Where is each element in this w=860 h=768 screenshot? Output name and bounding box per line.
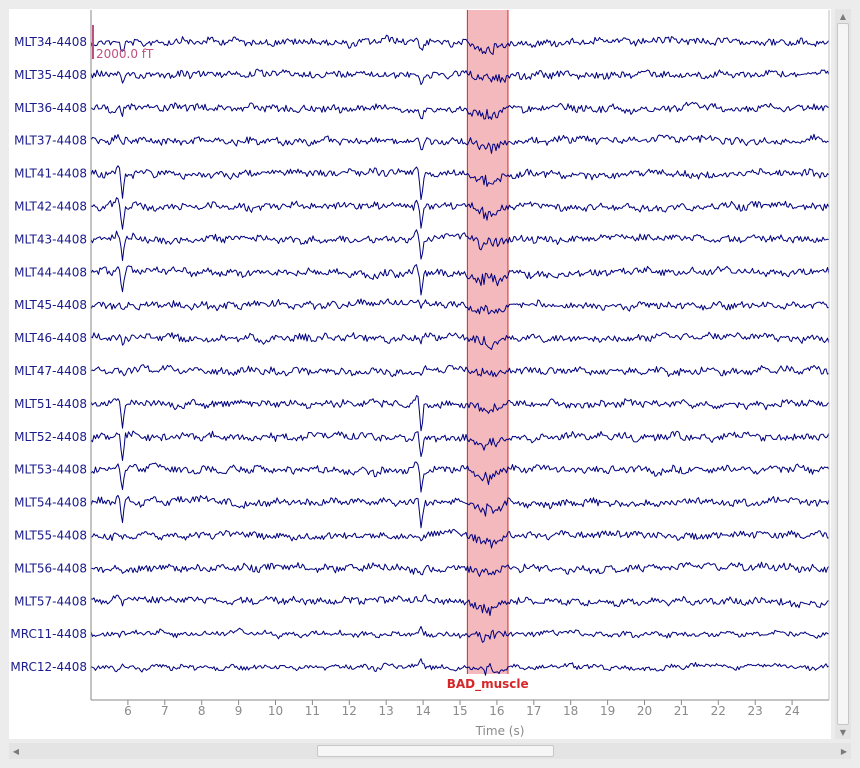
channel-label[interactable]: MLT52-4408 [14,430,87,444]
channel-label[interactable]: MLT44-4408 [14,265,87,279]
channel-label[interactable]: MLT53-4408 [14,463,87,477]
x-tick-label: 6 [124,704,132,718]
x-tick-label: 10 [268,704,283,718]
channel-label[interactable]: MLT41-4408 [14,167,87,181]
arrow-right-icon[interactable]: ▶ [840,746,848,756]
arrow-left-icon[interactable]: ◀ [12,746,20,756]
x-tick-label: 21 [674,704,689,718]
channel-label[interactable]: MLT54-4408 [14,496,87,510]
channel-trace[interactable] [90,561,830,577]
vertical-scroll-thumb[interactable] [837,23,849,725]
channel-label[interactable]: MLT43-4408 [14,232,87,246]
x-tick-label: 14 [415,704,430,718]
channel-label[interactable]: MRC11-4408 [10,627,87,641]
channel-trace[interactable] [90,625,830,643]
channel-label[interactable]: MLT42-4408 [14,200,87,214]
x-tick-label: 12 [342,704,357,718]
channel-label[interactable]: MLT46-4408 [14,331,87,345]
channel-trace[interactable] [90,658,830,676]
x-tick-label: 23 [748,704,763,718]
x-tick-label: 24 [784,704,799,718]
channel-trace[interactable] [90,461,830,493]
x-tick-label: 13 [379,704,394,718]
arrow-down-icon[interactable]: ▼ [839,727,847,737]
channel-label[interactable]: MLT35-4408 [14,68,87,82]
channel-trace[interactable] [90,594,830,617]
channel-trace[interactable] [90,331,830,350]
raw-data-browser[interactable]: BAD_muscle 6 7 8 9 10 11 12 13 14 15 16 17 18 19 20 21 2… [9,9,831,739]
x-tick-label: 19 [600,704,615,718]
channel-label[interactable]: MLT37-4408 [14,134,87,148]
channel-trace[interactable] [90,528,829,549]
horizontal-scroll-thumb[interactable] [317,745,554,757]
channel-label[interactable]: MLT47-4408 [14,364,87,378]
channel-trace[interactable] [90,165,830,201]
eeg-plot[interactable]: BAD_muscle 6 7 8 9 10 11 12 13 14 15 16 17 18 19 20 21 2… [9,9,831,739]
scale-bar-label: 2000.0 fT [96,47,154,61]
channel-trace[interactable] [90,197,830,230]
x-tick-label: 7 [161,704,169,718]
x-tick-label: 20 [637,704,652,718]
x-tick-label: 15 [452,704,467,718]
x-tick-label: 8 [198,704,206,718]
x-tick-label: 11 [305,704,320,718]
horizontal-scrollbar[interactable]: ◀ ▶ [9,743,851,759]
channel-label[interactable]: MLT56-4408 [14,561,87,575]
channel-trace[interactable] [90,364,830,378]
x-tick-label: 9 [235,704,243,718]
x-tick-label: 22 [711,704,726,718]
x-tick-label: 18 [563,704,578,718]
channel-trace[interactable] [90,494,830,529]
annotation-label: BAD_muscle [447,677,529,692]
channel-trace[interactable] [90,229,830,262]
channel-label[interactable]: MLT45-4408 [14,298,87,312]
channel-trace[interactable] [90,298,830,315]
channel-trace[interactable] [90,430,830,461]
channel-trace[interactable] [90,395,830,432]
channel-label[interactable]: MLT34-4408 [14,35,87,49]
channel-trace[interactable] [90,264,830,296]
channel-trace[interactable] [90,34,830,55]
x-tick-label: 16 [489,704,504,718]
channel-trace[interactable] [90,68,830,86]
channel-label[interactable]: MRC12-4408 [10,660,87,674]
channel-trace[interactable] [90,101,830,120]
channel-label[interactable]: MLT55-4408 [14,529,87,543]
arrow-up-icon[interactable]: ▲ [839,11,847,21]
x-tick-label: 17 [526,704,541,718]
channel-label[interactable]: MLT57-4408 [14,594,87,608]
channel-label[interactable]: MLT36-4408 [14,101,87,115]
x-axis-label: Time (s) [475,724,525,738]
channel-label[interactable]: MLT51-4408 [14,397,87,411]
channel-trace[interactable] [90,133,830,154]
annotation-span[interactable] [467,10,508,674]
vertical-scrollbar[interactable]: ▲ ▼ [835,9,851,739]
